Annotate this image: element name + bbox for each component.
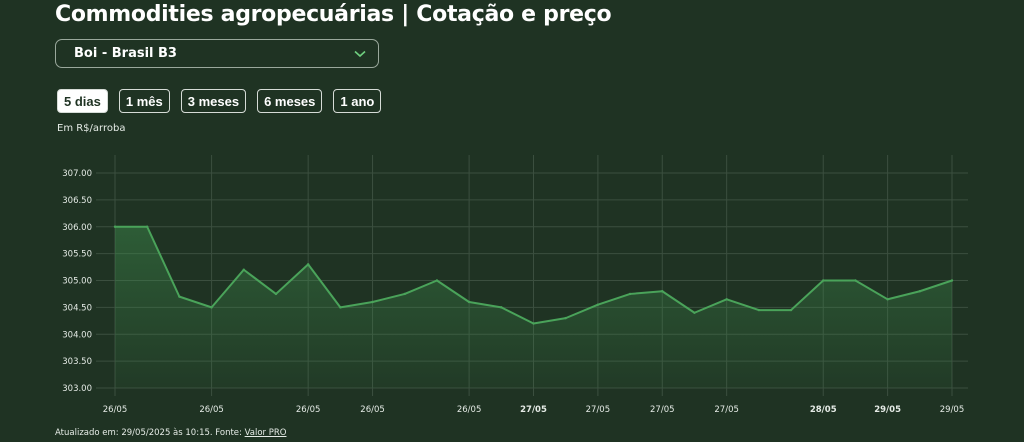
y-tick-label: 304.00 [62,330,92,340]
period-tab-6-months[interactable]: 6 meses [257,89,323,113]
data-point [113,225,117,228]
x-tick-label: 26/05 [103,405,128,415]
footer-note: Atualizado em: 29/05/2025 às 10:15. Font… [55,428,286,438]
x-tick-label: 27/05 [586,405,611,415]
data-point [661,290,664,293]
data-point [339,306,342,309]
period-tab-5-days[interactable]: 5 dias [57,89,108,113]
x-tick-label: 27/05 [520,405,547,415]
data-point [822,279,825,282]
y-tick-label: 305.50 [62,250,92,260]
y-tick-label: 306.50 [62,196,92,206]
data-point [693,311,696,314]
period-tab-1-year[interactable]: 1 ano [333,89,382,113]
data-point [628,292,632,296]
price-area [115,226,952,388]
y-tick-label: 305.00 [62,277,92,287]
y-tick-label: 306.00 [62,223,92,233]
x-tick-label: 28/05 [810,405,837,415]
data-point [564,316,567,320]
data-point [242,268,245,271]
x-tick-label: 26/05 [296,405,321,415]
x-tick-label: 26/05 [199,405,224,415]
period-tab-3-months[interactable]: 3 meses [180,89,247,113]
x-tick-label: 27/05 [714,405,739,415]
commodity-select-value: Boi - Brasil B3 [74,46,177,61]
x-tick-label: 27/05 [650,405,675,415]
unit-label: Em R$/arroba [57,123,126,134]
data-point [596,303,600,306]
x-tick-label: 29/05 [940,405,965,415]
data-point [532,322,535,325]
data-point [725,298,728,301]
period-tab-1-month[interactable]: 1 mês [118,89,170,113]
y-tick-label: 304.50 [62,303,92,313]
data-point [789,308,793,312]
data-point [918,290,922,293]
x-tick-label: 26/05 [457,405,482,415]
data-point [178,295,181,298]
data-point [886,298,889,301]
y-tick-label: 307.00 [62,169,92,179]
commodity-select[interactable]: Boi - Brasil B3 [55,39,379,68]
data-point [435,279,439,282]
chevron-down-icon [354,50,366,58]
footer-updated-text: Atualizado em: 29/05/2025 às 10:15. Font… [55,428,245,438]
data-point [403,292,406,296]
data-point [757,308,761,312]
x-tick-label: 26/05 [360,405,385,415]
data-point [306,263,310,266]
data-point [274,292,278,296]
data-point [950,279,954,282]
data-point [467,300,471,304]
period-tabs: 5 dias 1 mês 3 meses 6 meses 1 ano [57,89,382,113]
page-title: Commodities agropecuárias | Cotação e pr… [55,2,612,27]
x-tick-label: 29/05 [874,405,901,415]
data-point [500,306,503,309]
data-point [854,279,857,282]
data-point [371,300,374,304]
data-point [210,306,213,309]
footer-source-link[interactable]: Valor PRO [244,428,287,438]
y-tick-label: 303.00 [62,384,92,394]
data-point [145,225,149,228]
y-tick-label: 303.50 [62,357,92,367]
